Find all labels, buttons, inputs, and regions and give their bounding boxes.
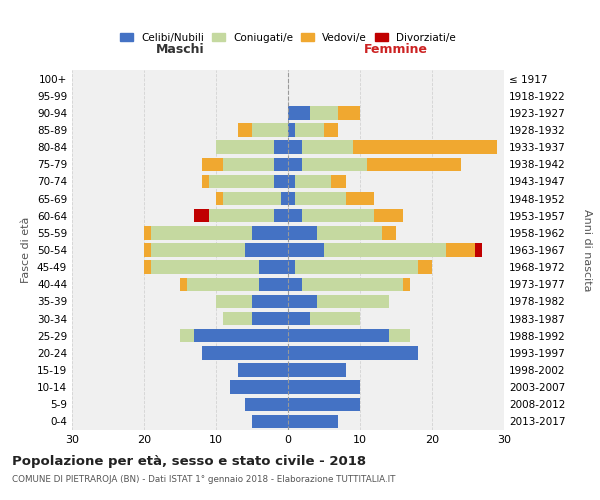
Bar <box>209 174 274 188</box>
Bar <box>374 209 403 222</box>
Bar <box>216 192 223 205</box>
Bar <box>252 294 288 308</box>
Bar <box>202 346 288 360</box>
Bar <box>209 209 274 222</box>
Bar <box>317 226 382 239</box>
Bar <box>288 294 317 308</box>
Bar <box>288 174 295 188</box>
Bar <box>288 398 360 411</box>
Bar <box>338 106 360 120</box>
Bar <box>288 414 338 428</box>
Bar <box>144 260 151 274</box>
Bar <box>288 244 324 256</box>
Bar <box>295 192 346 205</box>
Bar <box>216 294 252 308</box>
Bar <box>302 158 367 171</box>
Bar <box>310 312 360 326</box>
Bar <box>288 124 295 136</box>
Bar <box>295 260 418 274</box>
Bar <box>274 209 288 222</box>
Bar <box>151 260 259 274</box>
Bar <box>367 158 461 171</box>
Bar <box>259 278 288 291</box>
Bar <box>202 174 209 188</box>
Bar <box>288 278 302 291</box>
Bar <box>252 124 288 136</box>
Bar <box>295 174 331 188</box>
Bar <box>230 380 288 394</box>
Bar <box>281 192 288 205</box>
Bar <box>223 192 281 205</box>
Bar <box>238 124 252 136</box>
Bar <box>245 398 288 411</box>
Bar <box>475 244 482 256</box>
Bar <box>259 260 288 274</box>
Legend: Celibi/Nubili, Coniugati/e, Vedovi/e, Divorziati/e: Celibi/Nubili, Coniugati/e, Vedovi/e, Di… <box>116 28 460 46</box>
Bar <box>238 364 288 376</box>
Bar <box>274 158 288 171</box>
Bar <box>288 329 389 342</box>
Text: Femmine: Femmine <box>364 44 428 57</box>
Bar <box>302 278 403 291</box>
Bar <box>274 174 288 188</box>
Bar <box>288 158 302 171</box>
Bar <box>446 244 475 256</box>
Bar <box>216 140 274 154</box>
Bar <box>252 414 288 428</box>
Bar <box>223 158 274 171</box>
Bar <box>403 278 410 291</box>
Bar <box>317 294 389 308</box>
Bar <box>389 329 410 342</box>
Bar <box>288 106 310 120</box>
Bar <box>288 364 346 376</box>
Bar <box>324 244 446 256</box>
Bar <box>324 124 338 136</box>
Bar <box>144 226 151 239</box>
Bar <box>151 244 245 256</box>
Bar <box>346 192 374 205</box>
Bar <box>245 244 288 256</box>
Bar <box>274 140 288 154</box>
Bar <box>202 158 223 171</box>
Bar <box>288 312 310 326</box>
Bar <box>252 312 288 326</box>
Bar <box>331 174 346 188</box>
Bar <box>302 140 353 154</box>
Bar <box>288 346 418 360</box>
Bar <box>187 278 259 291</box>
Bar <box>252 226 288 239</box>
Bar <box>302 209 374 222</box>
Y-axis label: Anni di nascita: Anni di nascita <box>582 209 592 291</box>
Bar <box>288 192 295 205</box>
Text: COMUNE DI PIETRAROJA (BN) - Dati ISTAT 1° gennaio 2018 - Elaborazione TUTTITALIA: COMUNE DI PIETRAROJA (BN) - Dati ISTAT 1… <box>12 475 395 484</box>
Bar <box>223 312 252 326</box>
Bar <box>151 226 252 239</box>
Bar <box>288 380 360 394</box>
Bar <box>418 260 432 274</box>
Y-axis label: Fasce di età: Fasce di età <box>22 217 31 283</box>
Bar <box>288 260 295 274</box>
Bar <box>194 209 209 222</box>
Bar <box>310 106 338 120</box>
Text: Popolazione per età, sesso e stato civile - 2018: Popolazione per età, sesso e stato civil… <box>12 455 366 468</box>
Text: Maschi: Maschi <box>155 44 205 57</box>
Bar <box>180 329 194 342</box>
Bar <box>180 278 187 291</box>
Bar <box>288 226 317 239</box>
Bar <box>382 226 396 239</box>
Bar <box>288 209 302 222</box>
Bar <box>353 140 497 154</box>
Bar <box>194 329 288 342</box>
Bar <box>144 244 151 256</box>
Bar <box>288 140 302 154</box>
Bar <box>295 124 324 136</box>
